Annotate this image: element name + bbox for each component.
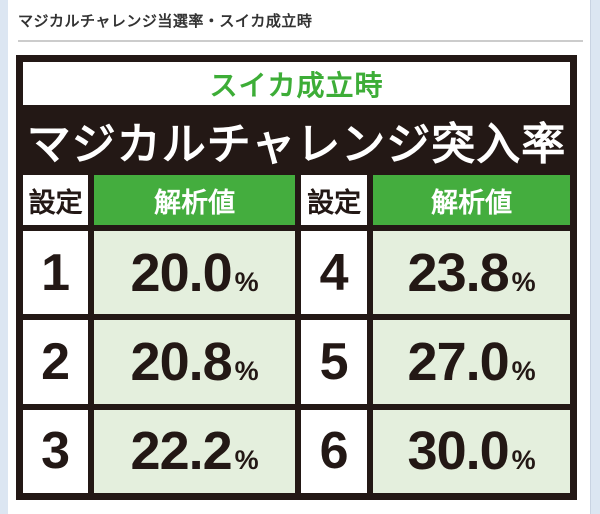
setting-cell: 6 bbox=[301, 409, 368, 493]
value-cell: 20.0 % bbox=[94, 231, 295, 315]
value-number: 22.2 bbox=[130, 421, 233, 482]
setting-cell: 3 bbox=[23, 409, 89, 493]
col-header-setting-left: 設定 bbox=[23, 175, 89, 225]
content-area: マジカルチャレンジ当選率・スイカ成立時 スイカ成立時 マジカルチャレンジ突入率 … bbox=[8, 0, 591, 514]
subtitle-text: スイカ成立時 bbox=[209, 69, 384, 101]
value-wrap: 27.0 % bbox=[408, 331, 536, 393]
setting-cell: 1 bbox=[23, 231, 89, 315]
col-header-setting-right: 設定 bbox=[301, 175, 368, 225]
percent-sign: % bbox=[511, 355, 536, 386]
setting-cell: 4 bbox=[301, 231, 368, 315]
result-table: スイカ成立時 マジカルチャレンジ突入率 設定 解析値 設定 解析値 1 20.0… bbox=[16, 55, 577, 500]
percent-sign: % bbox=[234, 266, 259, 297]
setting-cell: 5 bbox=[301, 320, 368, 404]
percent-sign: % bbox=[234, 355, 259, 386]
col-header-value-left: 解析値 bbox=[94, 175, 295, 225]
value-wrap: 20.0 % bbox=[131, 242, 259, 304]
value-cell: 22.2 % bbox=[94, 409, 295, 493]
subtitle-banner: スイカ成立時 bbox=[23, 62, 570, 105]
value-wrap: 30.0 % bbox=[408, 420, 536, 482]
percent-sign: % bbox=[511, 266, 536, 297]
value-number: 20.0 bbox=[130, 242, 233, 303]
page-title: マジカルチャレンジ当選率・スイカ成立時 bbox=[18, 13, 313, 30]
value-number: 20.8 bbox=[130, 331, 233, 392]
value-wrap: 23.8 % bbox=[408, 242, 536, 304]
value-number: 27.0 bbox=[407, 331, 510, 392]
value-number: 30.0 bbox=[407, 421, 510, 482]
col-header-value-right: 解析値 bbox=[373, 175, 570, 225]
percent-sign: % bbox=[234, 445, 259, 476]
value-wrap: 20.8 % bbox=[131, 331, 259, 393]
value-number: 23.8 bbox=[407, 242, 510, 303]
value-cell: 20.8 % bbox=[94, 320, 295, 404]
title-divider bbox=[18, 40, 583, 42]
value-cell: 27.0 % bbox=[373, 320, 570, 404]
table-title: マジカルチャレンジ突入率 bbox=[26, 120, 567, 169]
data-grid: 設定 解析値 設定 解析値 1 20.0 % 4 23.8 % 2 bbox=[23, 175, 570, 493]
setting-cell: 2 bbox=[23, 320, 89, 404]
value-cell: 30.0 % bbox=[373, 409, 570, 493]
value-wrap: 22.2 % bbox=[131, 420, 259, 482]
value-cell: 23.8 % bbox=[373, 231, 570, 315]
percent-sign: % bbox=[511, 445, 536, 476]
